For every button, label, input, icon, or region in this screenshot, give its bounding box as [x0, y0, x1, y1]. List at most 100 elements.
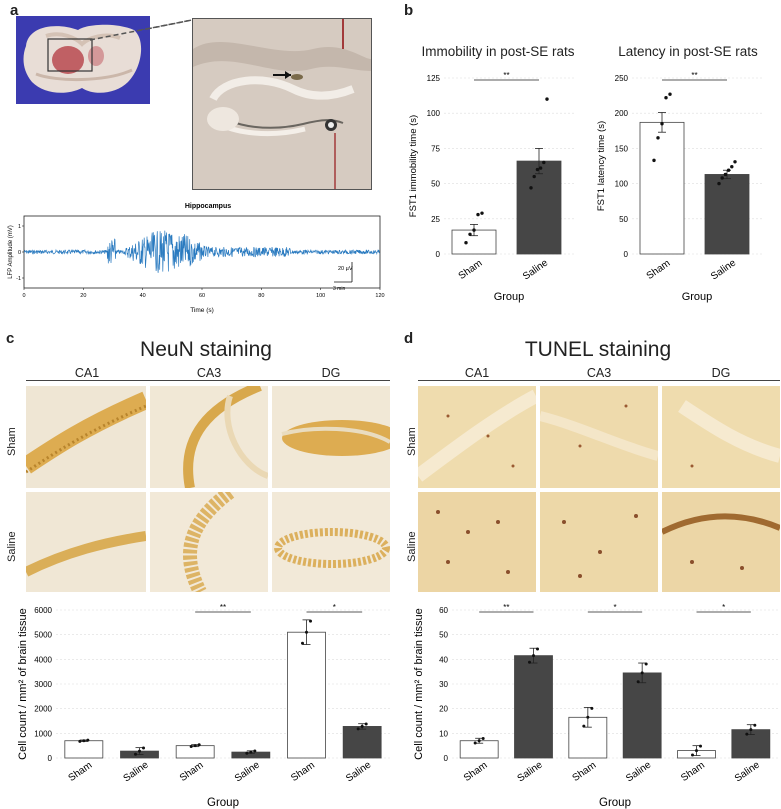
brain-section-image	[16, 16, 150, 104]
lfp-trace-chart: Hippocampus 1 0 -1 0 20 40 60 80 100 120 LFP Amp…	[8, 203, 385, 314]
neun-micrograph-saline-dg	[272, 492, 390, 592]
significance-mark: *	[613, 603, 616, 612]
immobility-chart: 0 25 50 75 100 125 Sham Saline ** FST1 immobility…	[408, 71, 574, 303]
data-point	[720, 176, 724, 180]
data-point	[142, 746, 145, 750]
data-point	[753, 723, 757, 727]
tunel-micrograph-sham-ca1	[418, 386, 536, 488]
latency-chart: 0 50 100 150 200 250 Sham Saline ** FST1 latency …	[596, 71, 762, 303]
data-point	[529, 186, 533, 190]
scale-t-label: 3 min	[333, 286, 345, 292]
data-point	[477, 739, 481, 743]
xtick-label: Saline	[516, 759, 545, 784]
tunel-micrograph-saline-ca1	[418, 492, 536, 592]
data-point	[536, 647, 539, 651]
data-point	[197, 743, 201, 747]
data-point	[723, 172, 728, 177]
data-point	[730, 165, 734, 169]
ytick-label: 60	[439, 606, 448, 615]
ytick-label: 0	[444, 754, 449, 763]
panel-label-b: b	[404, 2, 414, 19]
tunel-micrograph-sham-dg	[662, 386, 780, 488]
trace-xtick-label: 120	[375, 293, 384, 299]
neun-micrograph-sham-ca1	[26, 386, 146, 488]
trace-ytick-label: -1	[16, 276, 21, 282]
significance-mark: **	[220, 603, 226, 612]
data-point	[640, 671, 644, 675]
data-point	[360, 724, 364, 728]
bar-ca1-saline	[514, 655, 553, 759]
ytick-label: 2000	[34, 705, 52, 714]
bar-ca3-saline	[622, 672, 662, 759]
trace-ylabel: LFP Amplitude (mV)	[8, 225, 14, 279]
neun-micrograph-saline-ca3	[150, 492, 268, 592]
neun-region-dg: DG	[321, 366, 341, 380]
tunel-row-saline: Saline	[406, 531, 418, 562]
xtick-label: Saline	[733, 759, 762, 784]
ytick-label: 25	[431, 215, 440, 224]
panel-label-c: c	[6, 330, 15, 347]
data-point	[481, 737, 485, 741]
data-point	[134, 752, 137, 756]
ylabel: FST1 latency time (s)	[596, 121, 607, 211]
xtick-label: Saline	[122, 759, 151, 784]
data-point	[532, 654, 535, 658]
data-point	[473, 741, 477, 745]
data-point	[542, 160, 546, 165]
data-point	[745, 732, 749, 736]
data-point	[545, 97, 549, 101]
latency-title: Latency in post-SE rats	[618, 44, 758, 59]
neun-region-ca3: CA3	[196, 366, 222, 380]
zoom-connector-line	[89, 19, 193, 41]
ytick-label: 40	[439, 655, 448, 664]
ytick-label: 75	[431, 144, 440, 153]
data-point	[305, 630, 308, 634]
tunel-title: TUNEL staining	[524, 338, 672, 361]
data-point	[532, 174, 536, 179]
ytick-label: 0	[436, 250, 441, 259]
neun-header-line	[26, 380, 390, 381]
data-point	[668, 92, 672, 96]
tunel-region-dg: DG	[711, 366, 731, 380]
xtick-label: Saline	[709, 257, 738, 282]
ytick-label: 125	[427, 74, 441, 83]
ytick-label: 100	[427, 109, 441, 118]
ytick-label: 4000	[34, 655, 52, 664]
trace-ytick-label: 1	[18, 224, 21, 230]
data-point	[652, 158, 656, 163]
ytick-label: 1000	[34, 729, 52, 738]
tunel-bar-chart: 0 10 20 30 40 50 60 Sham Saline Sham Saline Sham Sal…	[413, 603, 778, 809]
ylabel: FST1 immobility time (s)	[408, 115, 419, 217]
bar-ca1-sham	[64, 740, 104, 759]
data-point	[468, 232, 472, 236]
ytick-label: 50	[439, 631, 448, 640]
data-point	[472, 228, 476, 232]
ytick-label: 50	[431, 180, 440, 189]
data-point	[636, 680, 640, 684]
xtick-label: Sham	[289, 760, 317, 784]
data-point	[193, 744, 197, 748]
tunel-micrograph-saline-dg	[662, 492, 780, 592]
trace-xlabel: Time (s)	[190, 307, 214, 314]
data-point	[726, 168, 731, 172]
data-point	[528, 660, 531, 664]
xlabel: Group	[599, 797, 631, 809]
immobility-title: Immobility in post-SE rats	[421, 44, 575, 59]
trace-xtick-label: 80	[258, 293, 264, 299]
data-point	[480, 211, 484, 215]
neun-title: NeuN staining	[140, 338, 272, 361]
ytick-label: 250	[615, 74, 629, 83]
data-point	[309, 619, 312, 623]
scale-v-label: 20 µV	[338, 266, 353, 272]
xtick-label: Sham	[645, 258, 673, 282]
ytick-label: 200	[615, 109, 629, 118]
data-point	[749, 728, 753, 732]
hippocampus-zoom-image	[192, 18, 372, 190]
tunel-region-ca3: CA3	[586, 366, 612, 380]
data-point	[301, 641, 304, 645]
bar-sham	[639, 121, 685, 255]
data-point	[699, 744, 702, 748]
trace-xtick-label: 20	[80, 293, 86, 299]
ytick-label: 50	[619, 215, 628, 224]
data-point	[535, 167, 540, 172]
